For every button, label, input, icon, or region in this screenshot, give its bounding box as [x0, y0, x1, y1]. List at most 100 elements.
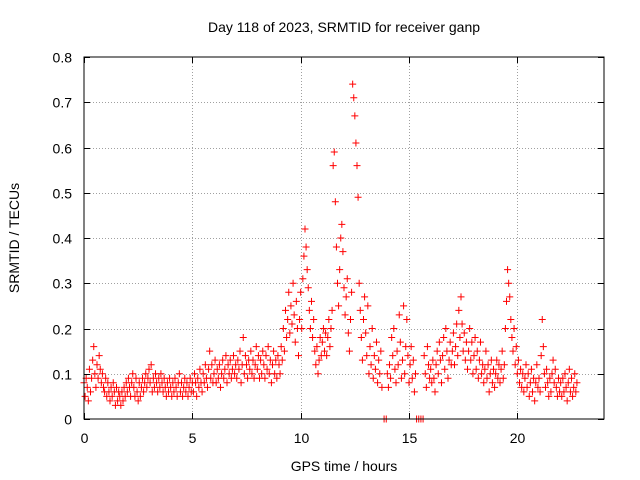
- data-point: [436, 356, 444, 364]
- data-point: [221, 365, 229, 373]
- data-point: [171, 374, 179, 382]
- data-point: [147, 361, 155, 369]
- data-point: [522, 361, 530, 369]
- data-point: [354, 193, 362, 201]
- data-point: [401, 370, 409, 378]
- data-point: [361, 293, 369, 301]
- data-point: [170, 388, 178, 396]
- data-point: [306, 325, 314, 332]
- data-point: [299, 275, 307, 283]
- data-point: [106, 397, 114, 405]
- y-tick-label: 0: [64, 412, 72, 428]
- data-point: [237, 379, 245, 387]
- data-point: [442, 325, 450, 332]
- data-point: [142, 370, 150, 378]
- data-point: [205, 365, 213, 373]
- data-point: [456, 334, 464, 342]
- data-point: [313, 343, 321, 351]
- data-point: [231, 370, 239, 378]
- data-point: [395, 311, 403, 319]
- data-point: [145, 365, 153, 373]
- data-point: [430, 374, 438, 382]
- data-point: [247, 347, 255, 355]
- data-point: [232, 361, 240, 369]
- data-point: [474, 374, 482, 382]
- data-point: [235, 365, 243, 373]
- data-point: [545, 392, 553, 400]
- data-point: [544, 379, 552, 387]
- data-point: [527, 365, 535, 373]
- data-point: [390, 325, 398, 332]
- data-point: [186, 374, 194, 382]
- data-point: [524, 370, 532, 378]
- data-point: [403, 315, 411, 323]
- data-point: [514, 356, 522, 364]
- data-point: [130, 383, 138, 391]
- data-point: [113, 383, 120, 391]
- data-point: [504, 266, 512, 274]
- data-point: [521, 374, 529, 382]
- data-point: [468, 338, 476, 346]
- data-point: [260, 361, 268, 369]
- data-point: [87, 388, 94, 396]
- data-point: [342, 293, 350, 301]
- data-point: [525, 392, 533, 400]
- data-point: [207, 374, 215, 382]
- data-point: [213, 365, 221, 373]
- data-point: [421, 370, 429, 378]
- data-point: [564, 379, 572, 387]
- data-point: [451, 361, 458, 369]
- data-point: [449, 329, 457, 337]
- data-point: [406, 361, 414, 369]
- data-point: [288, 320, 296, 328]
- data-point: [573, 379, 581, 387]
- data-point: [509, 347, 517, 355]
- data-point: [492, 370, 500, 378]
- x-tick-label: 5: [189, 430, 197, 446]
- data-point: [323, 352, 331, 360]
- y-tick-label: 0.7: [53, 95, 73, 111]
- data-point: [351, 112, 359, 120]
- data-points: [80, 80, 581, 423]
- data-point: [434, 370, 442, 378]
- data-point: [404, 352, 412, 360]
- data-point: [215, 361, 223, 369]
- data-point: [204, 383, 211, 391]
- data-point: [91, 370, 99, 378]
- data-point: [534, 383, 542, 391]
- data-point: [348, 288, 356, 296]
- data-point: [223, 379, 231, 387]
- data-point: [485, 388, 493, 396]
- data-point: [345, 347, 353, 355]
- data-point: [146, 379, 154, 387]
- data-point: [410, 388, 418, 396]
- data-point: [119, 397, 127, 405]
- data-point: [201, 361, 209, 369]
- data-point: [220, 374, 228, 382]
- data-point: [102, 374, 110, 382]
- data-point: [297, 288, 305, 296]
- data-point: [194, 374, 202, 382]
- data-point: [270, 347, 278, 355]
- data-point: [571, 370, 579, 378]
- data-point: [305, 306, 313, 314]
- data-point: [386, 361, 393, 369]
- data-point: [408, 374, 416, 382]
- data-point: [132, 374, 140, 382]
- data-point: [252, 343, 260, 351]
- data-point: [572, 388, 580, 396]
- data-point: [535, 374, 543, 382]
- data-point: [189, 388, 197, 396]
- data-point: [218, 370, 226, 378]
- data-point: [355, 279, 363, 287]
- data-point: [322, 329, 330, 337]
- data-point: [133, 388, 141, 396]
- data-point: [550, 379, 558, 387]
- data-point: [384, 383, 392, 391]
- data-point: [157, 370, 165, 378]
- data-point: [224, 361, 232, 369]
- data-point: [400, 302, 408, 310]
- data-point: [420, 352, 428, 360]
- data-point: [396, 338, 404, 346]
